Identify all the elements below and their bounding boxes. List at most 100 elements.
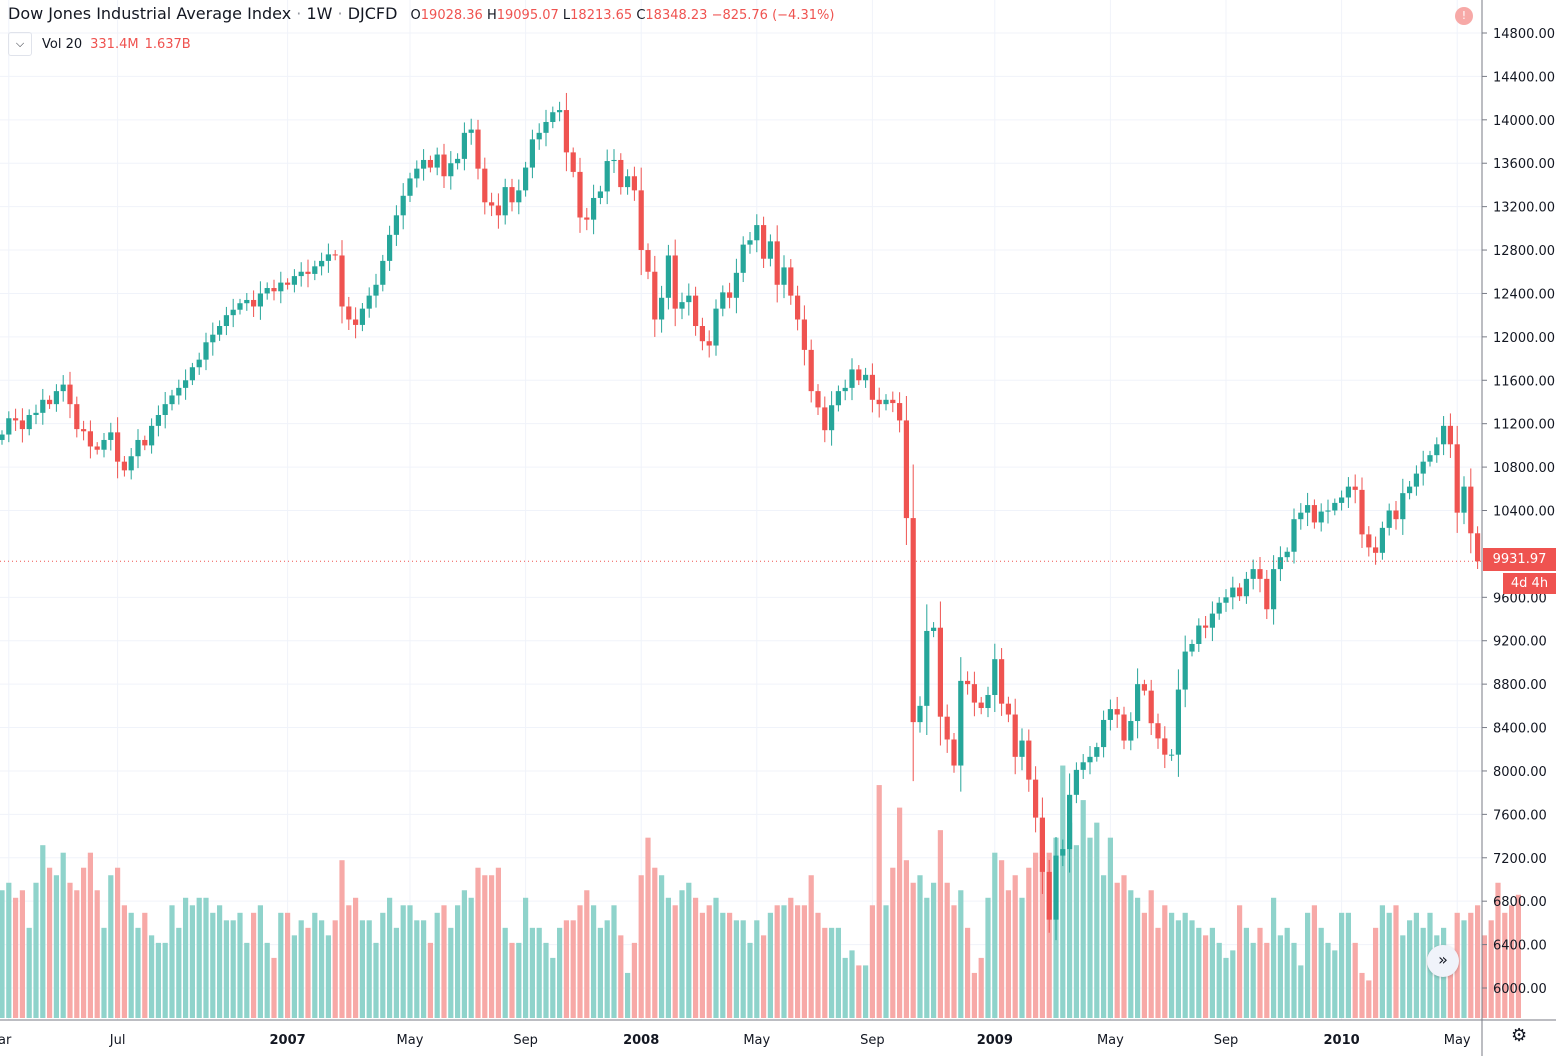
volume-bar [196,897,202,1018]
volume-bar [271,957,277,1018]
candle-body [958,680,964,766]
candle [1243,571,1249,604]
candle [523,161,529,197]
volume-bar [536,927,542,1018]
double-chevron-right-icon[interactable]: » [1427,945,1459,977]
candle-body [271,288,277,292]
candle [81,420,87,441]
volume-bar [40,845,46,1018]
candle [611,149,617,173]
volume-bar [502,927,508,1018]
candle-body [937,627,943,717]
volume-bar [1073,845,1079,1018]
candle [550,106,556,129]
candle-body [6,418,12,435]
gear-icon[interactable]: ⚙ [1511,1025,1528,1046]
volume-bar [1182,912,1188,1018]
price-tick-label: 14000.00 [1493,114,1555,129]
candle-body [720,292,726,309]
candle-body [761,225,767,259]
volume-bar [652,867,658,1018]
volume-bar [33,882,39,1018]
candle [1434,437,1440,463]
candle-body [869,374,875,400]
volume-bar [523,897,529,1018]
candle [944,704,950,753]
candle [638,167,644,276]
candle [278,271,284,304]
volume-bar [217,905,223,1018]
volume-bar [618,935,624,1018]
candle [26,409,32,436]
candle-body [482,168,488,203]
candle-body [1305,505,1311,513]
candle [87,420,93,459]
candle-body [1033,779,1039,818]
candle-body [563,110,569,153]
price-tick-label: 6800.00 [1493,895,1547,910]
candle [373,273,379,308]
candle [421,149,427,181]
candle-body [1461,486,1467,513]
volume-bar [366,920,372,1018]
candle-body [1073,769,1079,795]
candle [1298,503,1304,530]
volume-bar [1257,927,1263,1018]
candle [230,298,236,328]
volume-bar [842,957,848,1018]
price-tick-label: 7600.00 [1493,808,1547,823]
volume-bar [1216,942,1222,1018]
candle [502,178,508,225]
candle-body [747,240,753,245]
candle-body [740,244,746,273]
candle [665,244,671,310]
candle [1033,766,1039,833]
candle [244,293,250,311]
candle [53,384,59,412]
candle [461,122,467,171]
candle [1475,526,1481,569]
volume-bar [985,897,991,1018]
symbol-title[interactable]: Dow Jones Industrial Average Index [8,4,292,23]
candle-body [217,326,223,335]
candle-body [257,293,263,307]
candle [312,260,318,281]
candle-body [230,309,236,316]
candle-body [189,367,195,381]
candle [815,384,821,416]
candle [897,392,903,433]
volume-ma-value: 331.4M [90,36,139,52]
candle [1379,521,1385,560]
volume-bar [1407,920,1413,1018]
candle [1114,696,1120,728]
candle-body [917,705,923,723]
candle [883,394,889,411]
chevron-down-icon[interactable]: ⌵ [8,32,32,56]
candle [319,252,325,276]
candle-body [1271,569,1277,610]
candle [693,286,699,336]
candle [495,193,501,229]
candle-body [863,374,869,381]
candle [591,184,597,235]
candle-body [448,163,454,177]
volume-bar [890,867,896,1018]
candle [1257,556,1263,593]
interval[interactable]: 1W [306,4,333,23]
candle [1407,480,1413,500]
candle [1420,450,1426,486]
volume-bar [1400,935,1406,1018]
candle [217,320,223,341]
volume-bar [67,882,73,1018]
alert-circle-icon[interactable]: ! [1455,7,1473,25]
price-tick-label: 12000.00 [1493,331,1555,346]
volume-bar [223,920,229,1018]
price-tick-label: 12800.00 [1493,244,1555,259]
volume-bar [931,882,937,1018]
candle [1359,477,1365,549]
volume-bar [1515,894,1521,1018]
candle [835,385,841,412]
candle-body [516,190,522,203]
candle-body [0,434,5,440]
